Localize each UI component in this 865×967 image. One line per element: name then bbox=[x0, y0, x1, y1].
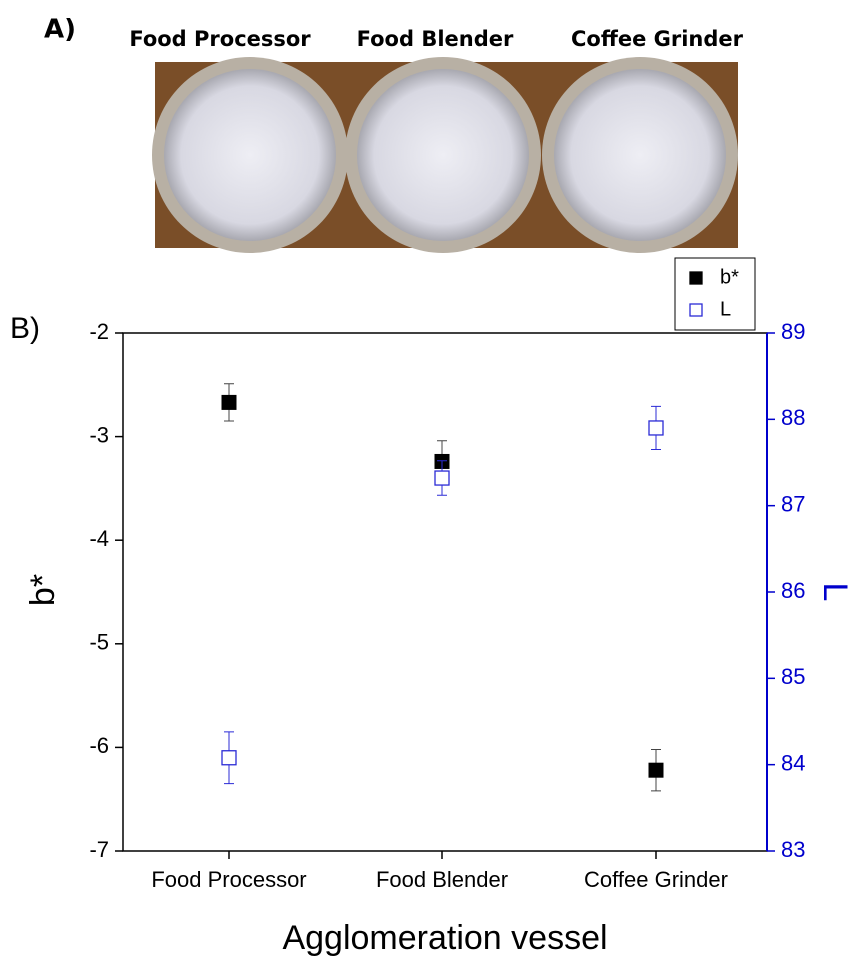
y2-tick-label: 86 bbox=[781, 578, 805, 603]
y2-tick-label: 89 bbox=[781, 319, 805, 344]
y-tick-label: -6 bbox=[89, 733, 109, 758]
marker bbox=[221, 394, 237, 410]
marker bbox=[648, 420, 664, 436]
x-tick-label: Food Blender bbox=[376, 867, 508, 892]
x-axis-title: Agglomeration vessel bbox=[282, 919, 607, 957]
panel-label: B) bbox=[10, 312, 40, 345]
marker bbox=[648, 762, 664, 778]
y-tick-label: -4 bbox=[89, 526, 109, 551]
legend-marker bbox=[689, 303, 703, 317]
y-tick-label: -3 bbox=[89, 422, 109, 447]
y-axis-title: b* bbox=[24, 574, 62, 606]
powder bbox=[554, 69, 726, 241]
image-caption: Food Blender bbox=[357, 27, 514, 51]
legend-box bbox=[674, 257, 756, 331]
y2-tick-label: 84 bbox=[781, 750, 805, 775]
y2-axis-title: L bbox=[816, 583, 854, 602]
image-caption: Food Processor bbox=[129, 27, 311, 51]
y-tick-label: -2 bbox=[89, 319, 109, 344]
legend-label: b* bbox=[720, 266, 739, 288]
marker bbox=[434, 470, 450, 486]
legend-marker bbox=[689, 271, 703, 285]
y-tick-label: -7 bbox=[89, 837, 109, 862]
powder bbox=[164, 69, 336, 241]
panel-label: A) bbox=[44, 15, 76, 45]
y2-tick-label: 85 bbox=[781, 664, 805, 689]
y2-tick-label: 87 bbox=[781, 491, 805, 516]
y-tick-label: -5 bbox=[89, 630, 109, 655]
photo bbox=[152, 57, 738, 253]
x-tick-label: Coffee Grinder bbox=[584, 867, 728, 892]
y2-tick-label: 88 bbox=[781, 405, 805, 430]
x-tick-label: Food Processor bbox=[151, 867, 306, 892]
legend-label: L bbox=[720, 298, 731, 320]
powder bbox=[357, 69, 529, 241]
marker bbox=[221, 750, 237, 766]
image-caption: Coffee Grinder bbox=[571, 27, 744, 51]
plot-frame bbox=[122, 332, 768, 852]
y2-tick-label: 83 bbox=[781, 837, 805, 862]
